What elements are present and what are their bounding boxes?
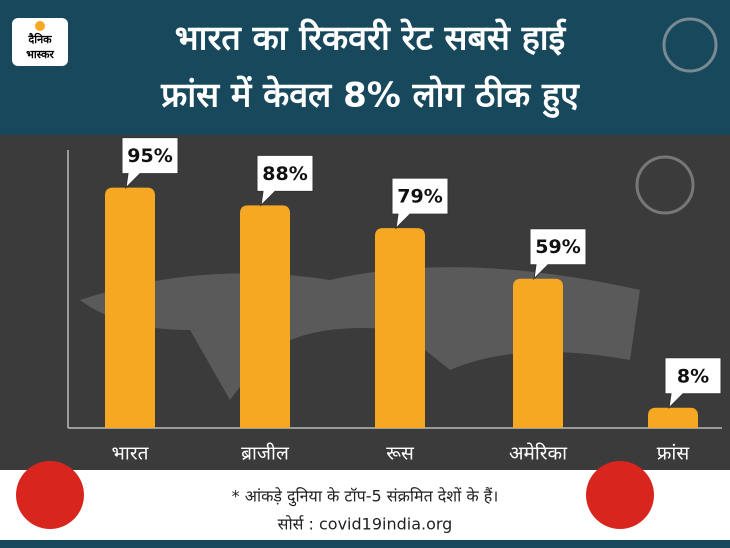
bar — [648, 407, 698, 428]
x-tick-label: रूस — [386, 443, 415, 465]
chart-title: भारत का रिकवरी रेट सबसे हाई — [175, 18, 568, 59]
logo-text: भास्कर — [26, 48, 54, 61]
source: सोर्स : covid19india.org — [278, 515, 453, 534]
virus-icon — [16, 461, 654, 529]
logo-box — [12, 18, 68, 66]
footnote: * आंकड़े दुनिया के टॉप-5 संक्रमित देशों … — [232, 487, 499, 507]
bottom-strip — [0, 540, 730, 548]
value-label: 95% — [127, 145, 172, 167]
logo-dot — [35, 21, 45, 31]
label-callout — [391, 177, 449, 230]
label-callout — [529, 228, 587, 281]
label-callout — [664, 357, 722, 410]
x-tick-label: फ्रांस — [657, 443, 691, 465]
logo-text: दैनिक — [27, 32, 52, 46]
bar — [105, 187, 155, 428]
virus-icon — [635, 17, 718, 215]
label-callout — [121, 137, 179, 190]
value-label: 59% — [535, 236, 580, 258]
x-tick-label: अमेरिका — [509, 442, 568, 465]
bar — [513, 278, 563, 428]
header-bg — [0, 0, 730, 135]
x-tick-label: ब्राजील — [241, 442, 290, 465]
value-label: 79% — [397, 186, 442, 208]
value-label: 88% — [262, 163, 307, 185]
bar — [240, 205, 290, 428]
value-label: 8% — [677, 365, 709, 387]
chart-subtitle: फ्रांस में केवल 8% लोग ठीक हुए — [160, 75, 580, 119]
label-callout — [256, 154, 314, 207]
world-map — [80, 267, 640, 400]
bar — [375, 228, 425, 428]
x-tick-label: भारत — [112, 443, 150, 465]
